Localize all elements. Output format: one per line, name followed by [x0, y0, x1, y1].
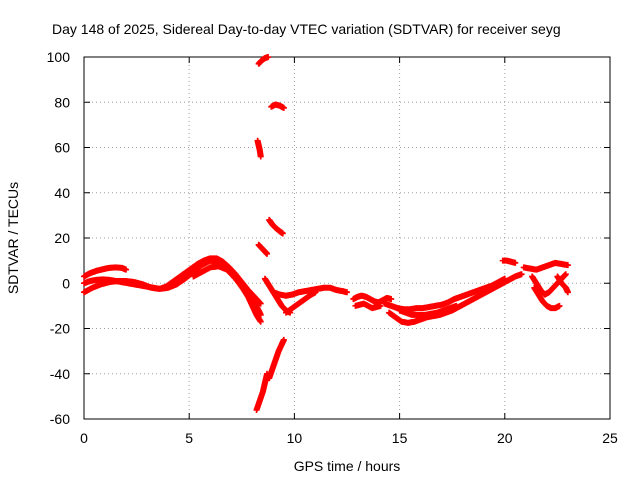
y-tick-label: -20 [50, 321, 70, 337]
data-point-markers [282, 289, 319, 316]
data-point-markers [266, 336, 287, 382]
series-arc-15a [381, 275, 508, 313]
y-tick-label: -40 [50, 366, 70, 382]
series-arc-e [240, 287, 264, 325]
x-tick-label: 25 [602, 430, 618, 446]
y-tick-label: -60 [50, 411, 70, 427]
y-tick-label: 0 [62, 275, 70, 291]
grid-lines [84, 57, 610, 419]
data-point-markers [268, 101, 287, 111]
series-steep-up-2 [266, 336, 287, 382]
series-cluster-22-right [554, 273, 571, 296]
chart-title: Day 148 of 2025, Sidereal Day-to-day VTE… [52, 21, 561, 37]
data-point-markers [499, 257, 519, 266]
tick-labels: 0 5 10 15 20 25 -60 -40 -20 0 20 40 60 80 100 [47, 49, 618, 446]
y-axis-title: SDTVAR / TECUs [5, 182, 21, 294]
data-point-markers [270, 284, 350, 299]
data-point-markers [190, 263, 264, 318]
x-tick-label: 0 [80, 430, 88, 446]
series-cluster-22-low [531, 284, 563, 312]
data-point-markers [396, 302, 460, 318]
y-tick-label: 100 [47, 49, 71, 65]
series-steep-up [253, 370, 271, 413]
series-cluster-10 [270, 284, 350, 299]
x-tick-label: 10 [287, 430, 303, 446]
data-point-markers [254, 137, 264, 160]
series-arc-a [81, 264, 130, 280]
data-point-markers [520, 259, 571, 273]
series-cluster-13 [350, 292, 395, 306]
series-cluster-22-top [520, 259, 571, 273]
data-point-markers [81, 264, 130, 280]
series-arc-15c [396, 302, 460, 318]
x-axis-title: GPS time / hours [294, 458, 401, 474]
data-point-markers [255, 241, 271, 257]
y-tick-label: 20 [54, 230, 70, 246]
y-tick-label: 40 [54, 185, 70, 201]
plot-area [83, 56, 611, 420]
data-point-markers [255, 54, 272, 67]
data-point-markers [266, 216, 286, 237]
series-sparse-14 [352, 300, 384, 312]
series-seg-60 [254, 137, 264, 160]
data-point-markers [253, 370, 271, 413]
x-tick-label: 15 [392, 430, 408, 446]
x-tick-label: 20 [497, 430, 513, 446]
series-seg-17 [255, 241, 271, 257]
data-point-markers [531, 284, 563, 312]
axis-ticks [83, 56, 611, 420]
y-tick-label: 80 [54, 94, 70, 110]
series-cluster-10b [282, 289, 319, 316]
series-seg-78 [268, 101, 287, 111]
data-points [81, 54, 571, 413]
x-tick-label: 5 [185, 430, 193, 446]
data-point-markers [350, 292, 395, 306]
series-seg-top [255, 54, 272, 67]
data-point-markers [352, 300, 384, 312]
data-point-markers [381, 275, 508, 313]
series-seg-25 [266, 216, 286, 237]
series-seg-20 [499, 257, 519, 266]
y-tick-label: 60 [54, 140, 70, 156]
data-point-markers [240, 287, 264, 325]
data-point-markers [554, 273, 571, 296]
series-arc-d [190, 263, 264, 318]
